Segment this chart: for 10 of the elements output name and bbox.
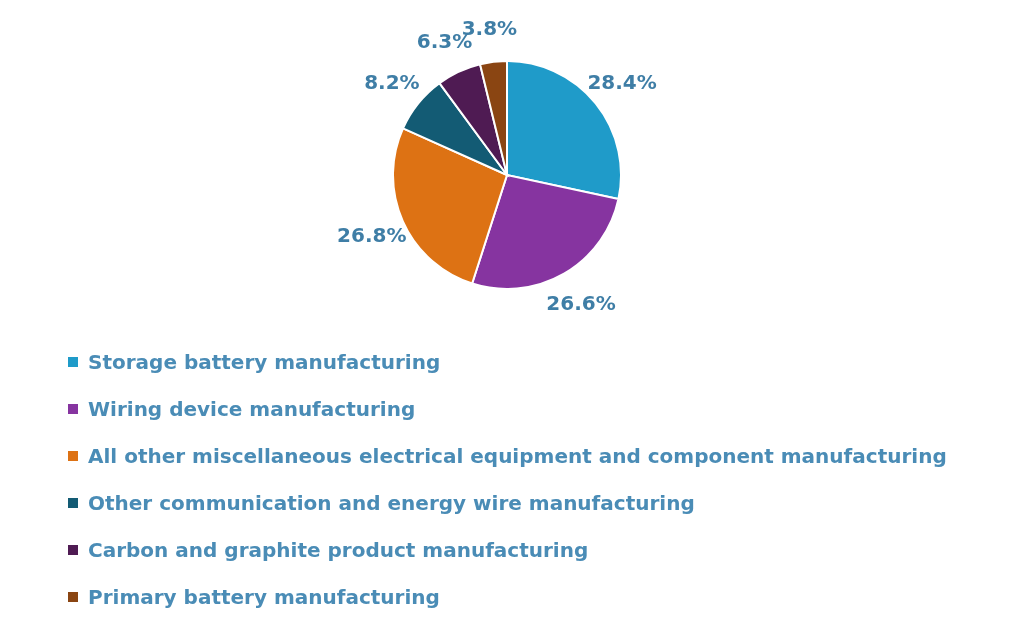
legend-label: Primary battery manufacturing [88, 584, 440, 609]
legend-label: Storage battery manufacturing [88, 349, 441, 374]
legend-label: Wiring device manufacturing [88, 396, 416, 421]
legend-label: All other miscellaneous electrical equipment and component manufacturing [88, 443, 947, 468]
data-label: 28.4% [587, 70, 657, 94]
legend-label: Carbon and graphite product manufacturing [88, 537, 589, 562]
data-label: 26.6% [546, 291, 616, 316]
legend-label: Other communication and energy wire manufacturing [88, 490, 695, 515]
data-label: 26.8% [337, 223, 407, 248]
data-label: 8.2% [364, 70, 420, 94]
